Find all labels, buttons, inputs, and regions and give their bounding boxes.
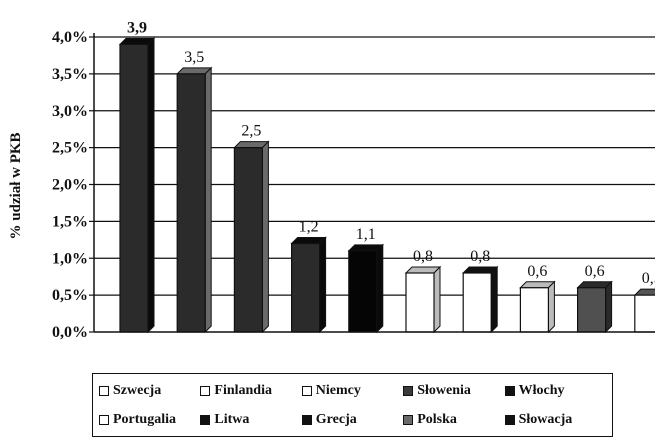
legend-swatch xyxy=(403,414,414,425)
bar-chart: 0,0% 0,5% 1,0% 1,5% 2,0% 2,5% 3,0% 3,5% 4,0% 3,9… xyxy=(8,19,655,341)
legend-item: Niemcy xyxy=(301,382,403,399)
value-label: 1,2 xyxy=(299,219,319,236)
bar-front xyxy=(176,73,206,333)
bar-front xyxy=(291,242,321,333)
value-label: 1,1 xyxy=(356,226,376,243)
y-tick-label: 1,5% xyxy=(52,213,88,230)
legend-swatch xyxy=(99,414,109,425)
bar-side xyxy=(261,140,269,334)
legend-label: Niemcy xyxy=(315,382,361,398)
bar-front xyxy=(233,147,263,333)
legend-label: Włochy xyxy=(518,382,565,398)
y-tick-label: 3,0% xyxy=(52,103,88,120)
value-label: 2,5 xyxy=(241,123,261,140)
bar-top xyxy=(633,288,655,296)
legend-swatch xyxy=(301,385,312,396)
bar-front xyxy=(405,272,435,333)
value-label: 0,5 xyxy=(642,270,655,287)
legend-swatch xyxy=(200,385,211,396)
legend-swatch xyxy=(403,385,414,396)
bar-front xyxy=(634,294,655,333)
legend-label: Grecja xyxy=(315,411,357,427)
bar-front xyxy=(119,43,149,333)
value-label: 0,8 xyxy=(413,248,433,265)
legend-item: Szwecja xyxy=(99,383,200,399)
value-label: 3,5 xyxy=(184,49,204,66)
legend: Szwecja Finlandia Niemcy Słowenia Włochy Port… xyxy=(92,373,613,437)
value-labels: 3,9 3,5 2,5 1,2 1,1 0,8 0,8 0,6 0,6 0,5 xyxy=(127,19,655,287)
legend-label: Litwa xyxy=(214,411,250,427)
bar-side xyxy=(605,280,613,334)
legend-item: Słowacja xyxy=(504,411,606,428)
bar-słowenia xyxy=(290,236,327,334)
legend-label: Słowenia xyxy=(417,382,471,398)
bar-front xyxy=(519,287,550,333)
bar-front xyxy=(576,287,607,333)
legend-item: Finlandia xyxy=(200,383,301,399)
legend-item: Litwa xyxy=(200,412,301,428)
legend-item: Portugalia xyxy=(99,412,200,428)
legend-label: Finlandia xyxy=(214,382,272,398)
bar-front xyxy=(462,272,492,333)
bar-polska xyxy=(576,280,613,334)
value-label: 3,9 xyxy=(127,19,147,36)
y-tick-label: 3,5% xyxy=(52,66,88,83)
bar-front xyxy=(348,250,378,333)
y-tick-label: 1,0% xyxy=(52,250,88,267)
bar-niemcy xyxy=(233,140,270,334)
legend-swatch xyxy=(504,385,515,396)
legend-swatch xyxy=(99,385,109,396)
legend-swatch xyxy=(504,414,515,425)
legend-label: Słowacja xyxy=(518,411,573,427)
legend-label: Portugalia xyxy=(113,411,176,427)
bar-szwecja xyxy=(118,37,156,334)
y-tick-label: 2,5% xyxy=(52,140,88,157)
bar-side xyxy=(490,265,498,334)
legend-label: Szwecja xyxy=(113,382,162,398)
y-tick-label: 2,0% xyxy=(52,177,88,194)
bar-side xyxy=(433,265,441,334)
bar-side xyxy=(204,66,212,334)
bar-włochy xyxy=(347,243,385,334)
legend-item: Grecja xyxy=(301,411,403,428)
y-tick-label: 4,0% xyxy=(52,29,88,46)
legend-item: Słowenia xyxy=(403,383,504,399)
value-label: 0,6 xyxy=(527,263,547,280)
bar-portugalia xyxy=(404,265,442,334)
legend-label: Polska xyxy=(417,411,457,427)
value-label: 0,8 xyxy=(470,248,490,265)
legend-item: Włochy xyxy=(504,382,606,399)
bar-side xyxy=(319,236,327,334)
y-axis-ticks: 0,0% 0,5% 1,0% 1,5% 2,0% 2,5% 3,0% 3,5% 4,0% xyxy=(52,29,94,341)
bar-słowacja xyxy=(633,288,655,333)
legend-item: Polska xyxy=(403,412,504,428)
bars xyxy=(118,37,655,334)
y-axis-label: % udział w PKB xyxy=(8,132,24,239)
value-label: 0,6 xyxy=(585,263,605,280)
y-tick-label: 0,5% xyxy=(52,287,88,304)
bar-side xyxy=(147,37,155,334)
bar-side xyxy=(547,280,555,334)
bar-grecja xyxy=(519,280,556,334)
bar-litwa xyxy=(461,265,499,334)
legend-swatch xyxy=(200,414,211,425)
y-tick-label: 0,0% xyxy=(52,324,88,341)
legend-swatch xyxy=(301,414,312,425)
bar-finlandia xyxy=(175,66,213,334)
bar-side xyxy=(376,243,384,334)
